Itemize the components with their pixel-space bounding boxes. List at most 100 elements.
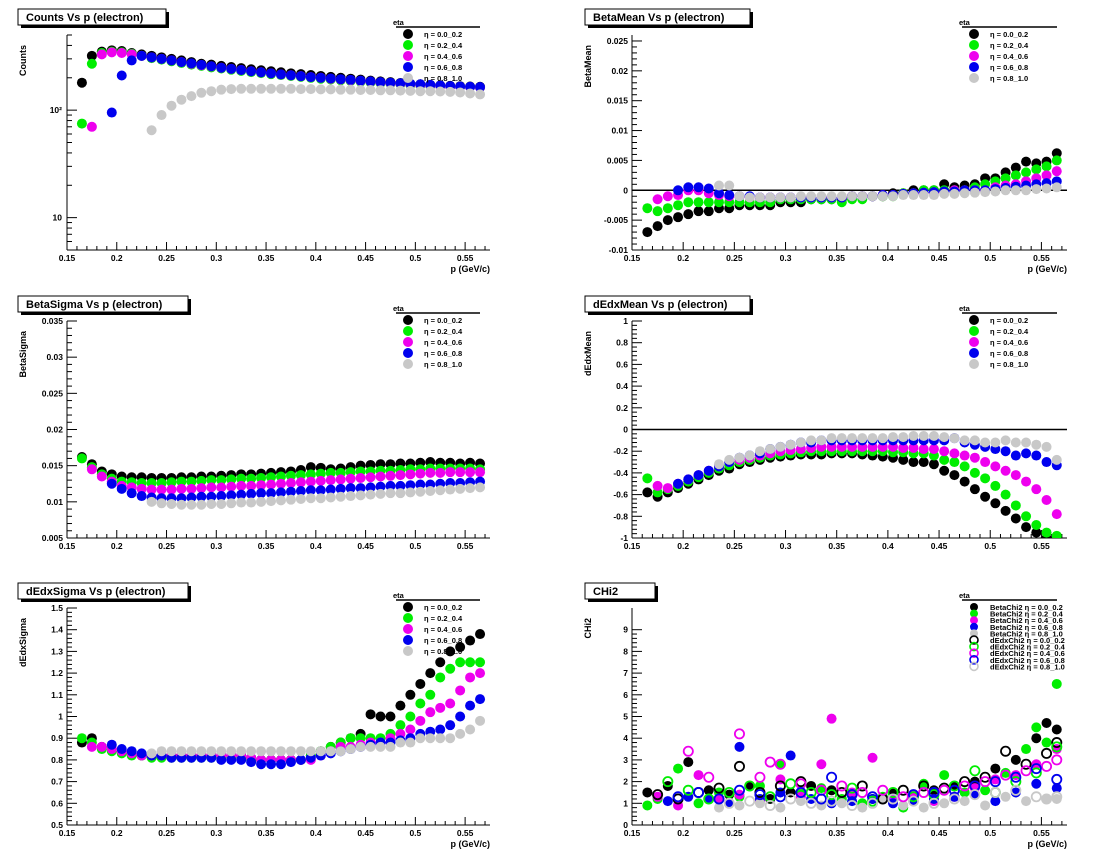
data-point	[1021, 476, 1032, 487]
data-point	[1051, 741, 1063, 753]
data-point	[1041, 527, 1052, 538]
data-point	[1000, 489, 1011, 500]
data-point	[713, 793, 725, 805]
data-point	[990, 437, 1001, 448]
legend-entry: η = 0.0_0.2	[424, 30, 462, 39]
data-point	[1021, 448, 1032, 459]
data-point	[256, 496, 267, 507]
data-point	[990, 498, 1001, 509]
data-point	[445, 733, 456, 744]
data-point	[295, 477, 306, 488]
data-point	[246, 473, 257, 484]
data-point	[455, 711, 466, 722]
x-tick-label: 0.25	[726, 541, 743, 551]
data-point	[445, 720, 456, 731]
data-point	[295, 485, 306, 496]
data-point	[275, 478, 286, 489]
legend-entry: η = 0.8_1.0	[424, 74, 462, 83]
y-tick-label: 5	[623, 712, 628, 722]
data-point	[989, 786, 1001, 798]
data-point	[266, 496, 277, 507]
data-point	[236, 473, 247, 484]
data-point	[96, 49, 107, 60]
data-point	[785, 778, 797, 790]
data-point	[805, 797, 817, 809]
data-point	[365, 741, 376, 752]
data-point	[325, 492, 336, 503]
data-point	[979, 771, 991, 783]
data-point	[295, 470, 306, 481]
data-point	[1031, 778, 1042, 789]
data-point	[395, 85, 406, 96]
data-point	[445, 663, 456, 674]
y-tick-label: 0.6	[616, 359, 628, 369]
data-point	[266, 479, 277, 490]
data-point	[785, 439, 796, 450]
legend-entry: η = 0.0_0.2	[990, 316, 1028, 325]
series-eta-0.4-0.6	[86, 668, 486, 765]
data-point	[898, 800, 909, 811]
data-point	[1031, 439, 1042, 450]
data-point	[375, 77, 386, 88]
data-point	[475, 89, 486, 100]
data-point	[734, 452, 745, 463]
data-point	[186, 476, 197, 487]
data-point	[295, 746, 306, 757]
data-point	[1000, 745, 1012, 757]
series-dedxchi2-eta-0.4-0.6	[682, 728, 1063, 803]
data-point	[662, 203, 673, 214]
data-point	[236, 754, 247, 765]
data-point	[236, 65, 247, 76]
legend-marker	[970, 609, 978, 618]
data-point	[415, 79, 426, 90]
legend-entry: η = 0.6_0.8	[424, 636, 462, 645]
data-point	[652, 789, 664, 801]
data-point	[395, 480, 406, 491]
data-point	[256, 746, 267, 757]
data-point	[1041, 170, 1052, 181]
data-point	[76, 118, 87, 129]
data-layer	[642, 431, 1062, 538]
data-point	[156, 498, 167, 509]
data-point	[285, 83, 296, 94]
data-layer	[76, 451, 486, 510]
data-point	[295, 493, 306, 504]
data-point	[375, 741, 386, 752]
data-point	[166, 100, 177, 111]
data-point	[395, 488, 406, 499]
x-tick-label: 0.15	[59, 253, 76, 263]
x-tick-label: 0.25	[726, 253, 743, 263]
x-tick-label: 0.3	[780, 253, 792, 263]
y-tick-label: 0.8	[51, 755, 63, 765]
y-tick-label: 0.03	[46, 352, 63, 362]
data-point	[1031, 733, 1042, 744]
data-point	[1051, 166, 1062, 177]
data-point	[196, 483, 207, 494]
y-tick-label: 1.4	[51, 625, 63, 635]
data-point	[315, 72, 326, 83]
data-point	[662, 796, 673, 807]
chart-panel-6: CHi2 0.15 0.2 0.25 0.3 0.35 0.4 0.45 0.5 0.55p (G…	[583, 582, 1067, 849]
data-point	[744, 795, 756, 807]
legend-marker	[403, 62, 413, 72]
data-point	[126, 746, 137, 757]
data-point	[990, 480, 1001, 491]
y-tick-label: 0.2	[616, 403, 628, 413]
legend-entry: η = 0.2_0.4	[990, 41, 1029, 50]
legend: eta η = 0.0_0.2 η = 0.2_0.4 η = 0.4_0.6 η = …	[959, 18, 1057, 83]
data-point	[939, 454, 950, 465]
legend: eta η = 0.0_0.2 η = 0.2_0.4 η = 0.4_0.6 η = …	[393, 591, 480, 656]
legend-marker	[969, 62, 979, 72]
data-point	[775, 192, 786, 203]
x-tick-label: 0.35	[258, 541, 275, 551]
data-point	[196, 746, 207, 757]
x-tick-label: 0.25	[726, 828, 743, 838]
x-tick-label: 0.35	[258, 253, 275, 263]
data-point	[425, 733, 436, 744]
data-point	[846, 782, 858, 794]
data-point	[395, 78, 406, 89]
data-point	[1010, 170, 1021, 181]
data-point	[106, 478, 117, 489]
y-tick-label: 0.7	[51, 777, 63, 787]
data-point	[724, 798, 735, 809]
